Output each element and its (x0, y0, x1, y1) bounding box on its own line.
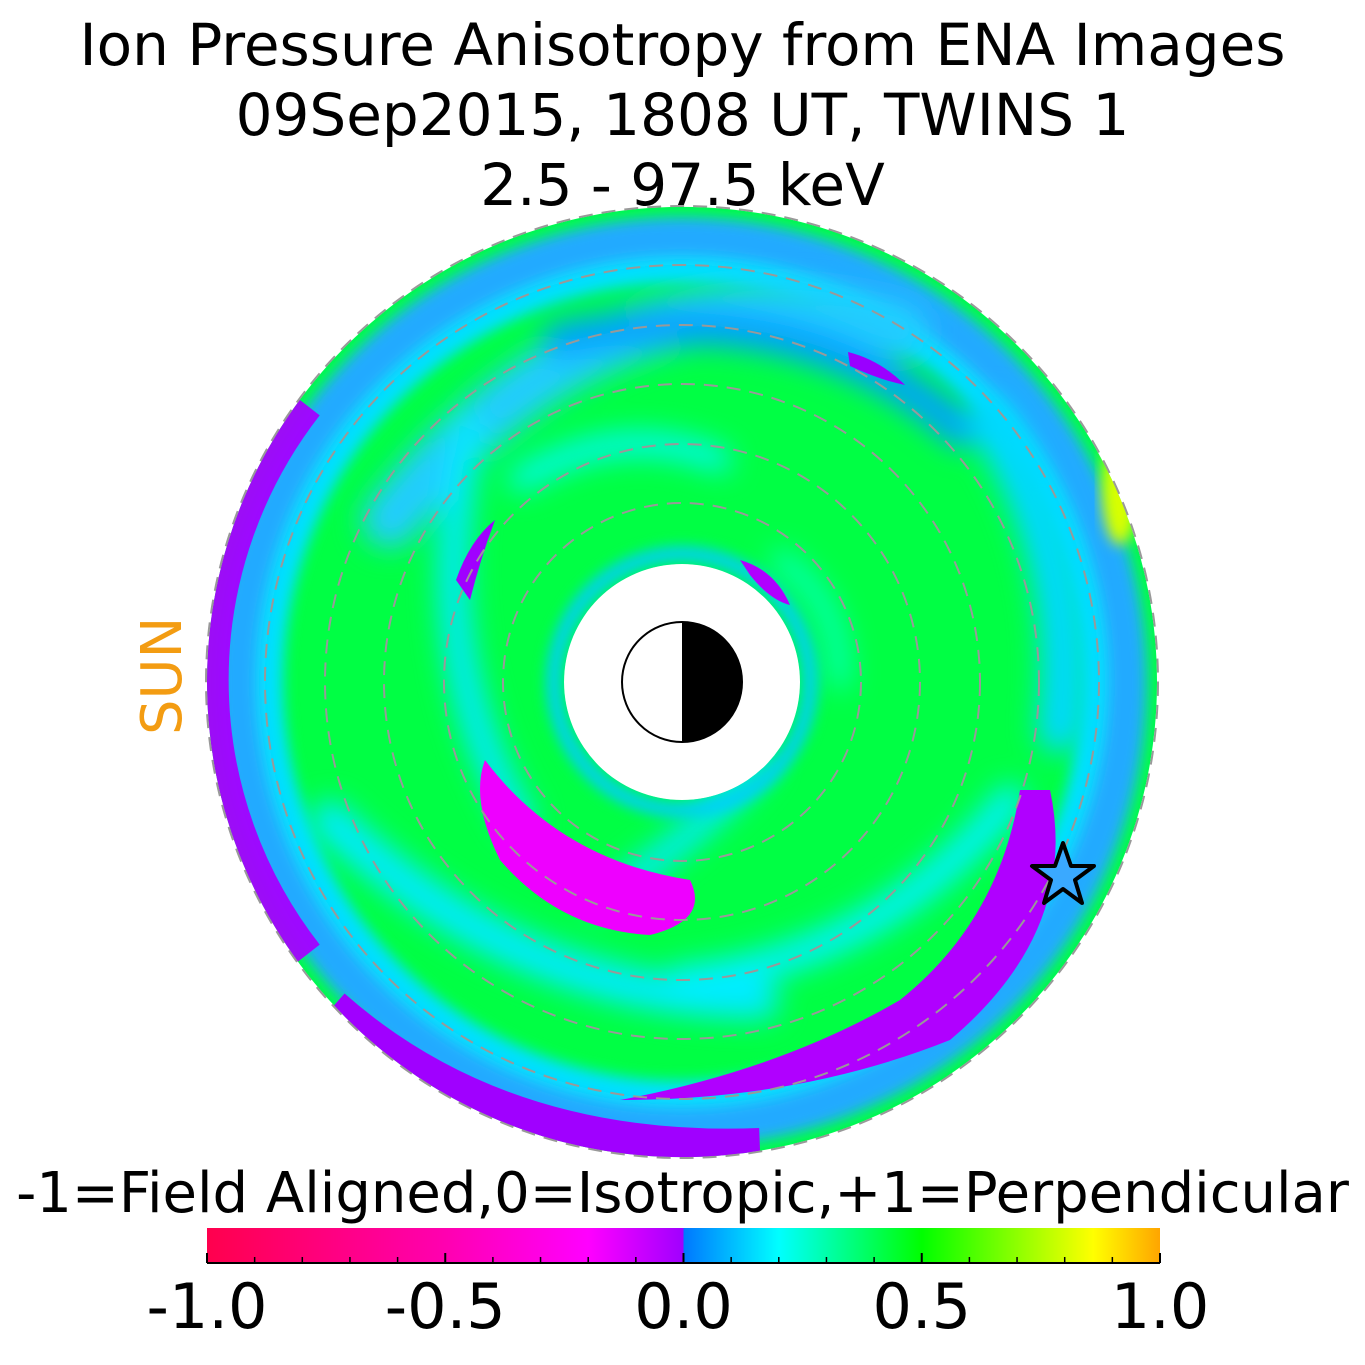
colorbar-tick-label: 0.0 (634, 1270, 733, 1343)
colorbar-tick-label: 1.0 (1111, 1270, 1210, 1343)
dashed-circles (205, 205, 1159, 1159)
colorbar-tick-label: 0.5 (872, 1270, 971, 1343)
dashed-circle (205, 205, 1159, 1159)
dashed-circle (324, 324, 1040, 1040)
dashed-circle (264, 264, 1100, 1100)
outer-blue-rim (217, 217, 1147, 1147)
colorbar-label: -1=Field Aligned,0=Isotropic,+1=Perpendi… (16, 1162, 1349, 1226)
purple-crescent-dawn (620, 790, 1056, 1100)
star-marker-icon (1030, 841, 1096, 905)
dashed-circle (383, 383, 981, 981)
colorbar-ticks (206, 1253, 1161, 1263)
dashed-circle (502, 502, 862, 862)
inner-cyan-ring (547, 547, 817, 817)
purple-sliver-left (456, 520, 495, 600)
colorbar-tick-labels: -1.0 -0.5 0.0 0.5 1.0 (147, 1270, 1210, 1343)
purple-sliver-inner (740, 560, 790, 605)
earth-icon (621, 621, 743, 743)
chart-subtitle-date: 09Sep2015, 1808 UT, TWINS 1 (235, 82, 1130, 148)
magenta-patch-dusk (480, 760, 695, 935)
chart-title: Ion Pressure Anisotropy from ENA Images (79, 12, 1286, 78)
colorbar-tick-label: -1.0 (147, 1270, 268, 1343)
purple-sliver-top (848, 352, 905, 385)
dashed-circle (443, 443, 921, 921)
colorbar-tick-label: -0.5 (385, 1270, 506, 1343)
